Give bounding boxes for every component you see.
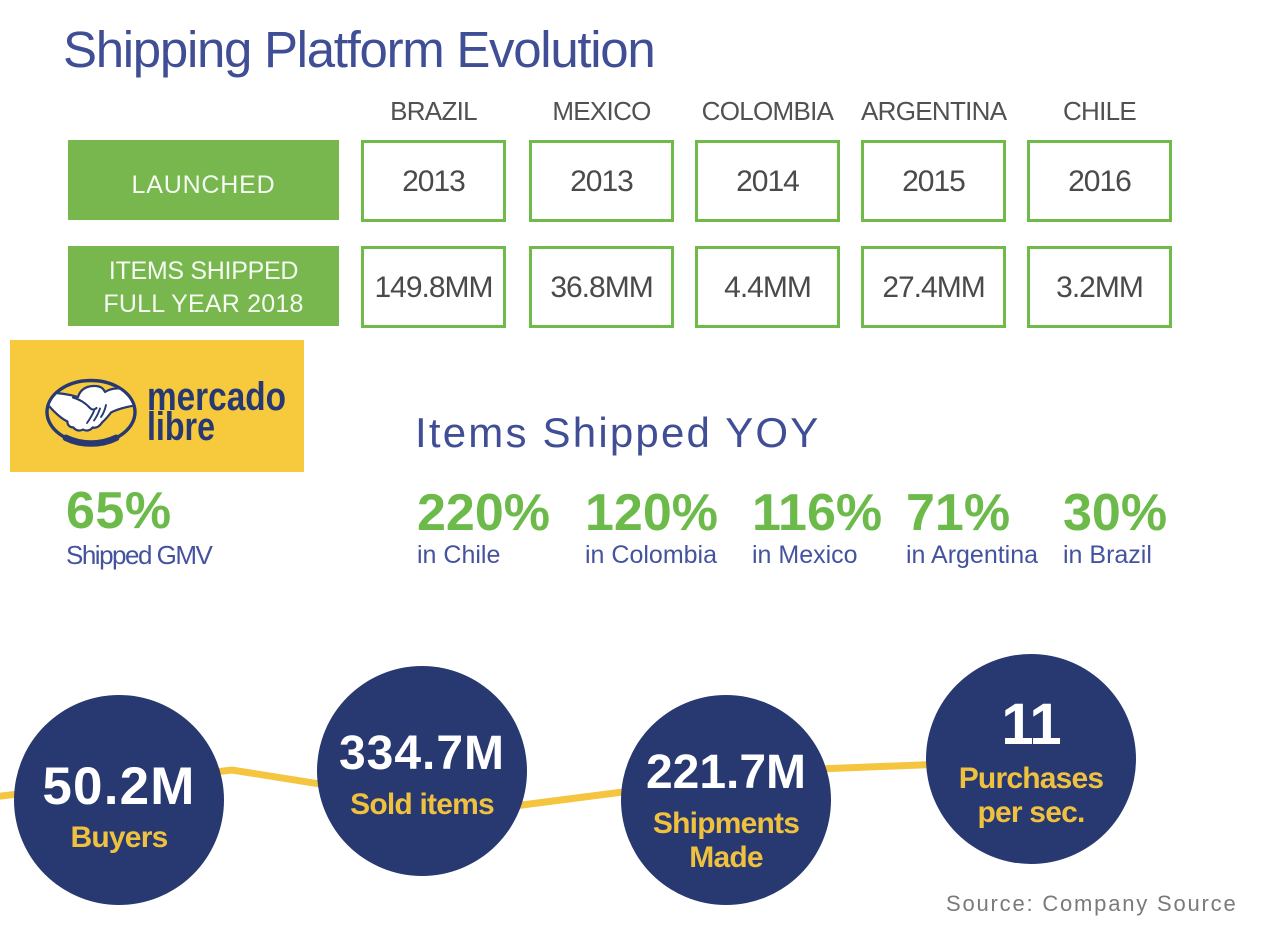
svg-text:mercado: mercado <box>147 373 286 418</box>
svg-text:libre: libre <box>147 403 215 448</box>
